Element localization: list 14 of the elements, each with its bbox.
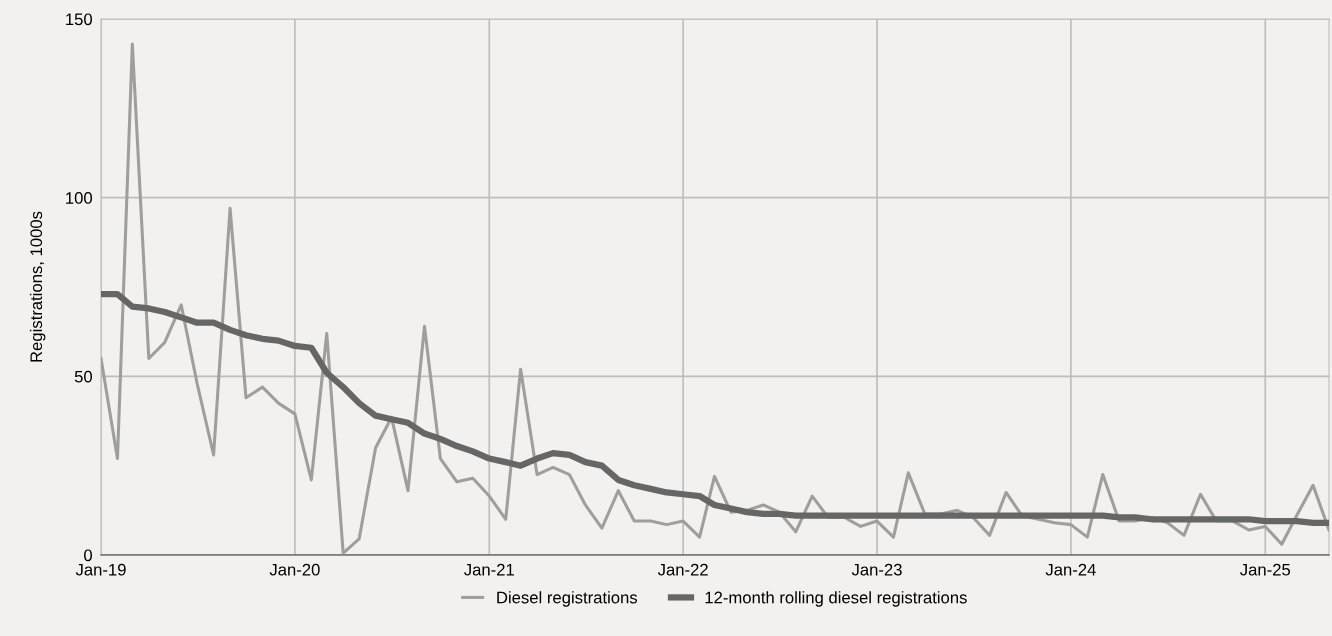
legend-label: Diesel registrations — [497, 591, 638, 607]
x-tick-label: Jan-25 — [1240, 563, 1291, 576]
y-tick-label: 50 — [74, 370, 93, 383]
x-tick-label: Jan-21 — [464, 563, 514, 576]
x-tick-label: Jan-22 — [657, 563, 708, 576]
y-tick-label: 100 — [66, 192, 93, 204]
legend-label: 12-month rolling diesel registrations — [705, 591, 967, 607]
y-tick-label: 150 — [66, 13, 93, 26]
x-tick-label: Jan-24 — [1045, 563, 1096, 576]
y-axis-title: Registrations, 1000s — [29, 211, 46, 362]
x-tick-label: Jan-19 — [75, 563, 126, 576]
x-tick-label: Jan-23 — [851, 563, 902, 576]
y-tick-label: 0 — [84, 549, 93, 562]
x-tick-label: Jan-20 — [269, 563, 320, 576]
